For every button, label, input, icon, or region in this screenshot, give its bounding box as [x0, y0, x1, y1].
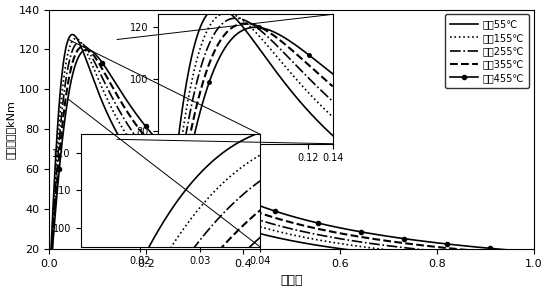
笼条255℃: [408, 247, 414, 250]
笼条155℃: [134, 149, 141, 152]
笼条255℃: [530, 257, 537, 260]
笼条455℃: [408, 238, 414, 241]
笼条355℃: [530, 253, 537, 257]
笼条155℃: [408, 251, 414, 254]
笼条455℃: [444, 242, 451, 246]
笼条155℃: [530, 260, 537, 263]
Line: 笼条55℃: 笼条55℃: [50, 35, 534, 279]
X-axis label: 转差率: 转差率: [280, 275, 302, 287]
笼条255℃: [47, 280, 53, 283]
笼条355℃: [47, 280, 53, 284]
笼条455℃: [361, 231, 368, 234]
笼条355℃: [231, 202, 238, 205]
笼条455℃: [47, 281, 53, 285]
笼条255℃: [76, 41, 83, 44]
笼条155℃: [231, 217, 238, 220]
笼条155℃: [444, 254, 451, 258]
Legend: 笼条55℃, 笼条155℃, 笼条255℃, 笼条355℃, 笼条455℃: 笼条55℃, 笼条155℃, 笼条255℃, 笼条355℃, 笼条455℃: [446, 14, 529, 88]
笼条355℃: [134, 125, 141, 129]
笼条55℃: [134, 162, 141, 166]
Y-axis label: 电磁转矩／kNm: 电磁转矩／kNm: [5, 100, 15, 159]
笼条55℃: [444, 258, 451, 261]
笼条255℃: [231, 209, 238, 213]
笼条455℃: [336, 226, 343, 230]
Line: 笼条455℃: 笼条455℃: [48, 47, 536, 285]
笼条455℃: [231, 194, 238, 197]
Line: 笼条355℃: 笼条355℃: [50, 47, 534, 282]
笼条155℃: [47, 278, 53, 282]
笼条55℃: [69, 33, 76, 36]
笼条55℃: [361, 250, 368, 253]
笼条55℃: [47, 277, 53, 280]
Line: 笼条155℃: 笼条155℃: [50, 38, 534, 280]
笼条355℃: [361, 236, 368, 239]
Line: 笼条255℃: 笼条255℃: [50, 42, 534, 281]
笼条155℃: [72, 37, 79, 40]
笼条355℃: [336, 231, 343, 235]
笼条55℃: [336, 247, 343, 251]
笼条355℃: [80, 45, 87, 48]
笼条255℃: [444, 251, 451, 254]
笼条55℃: [408, 255, 414, 258]
笼条155℃: [361, 245, 368, 249]
笼条55℃: [530, 263, 537, 266]
笼条455℃: [134, 114, 141, 118]
笼条355℃: [408, 242, 414, 246]
笼条55℃: [231, 224, 238, 228]
笼条255℃: [134, 137, 141, 141]
笼条455℃: [84, 48, 90, 51]
笼条355℃: [444, 246, 451, 250]
笼条455℃: [530, 250, 537, 254]
笼条155℃: [336, 242, 343, 245]
Text: 0.12 0.14: 0.12 0.14: [216, 136, 262, 146]
笼条255℃: [336, 237, 343, 241]
笼条255℃: [361, 241, 368, 244]
